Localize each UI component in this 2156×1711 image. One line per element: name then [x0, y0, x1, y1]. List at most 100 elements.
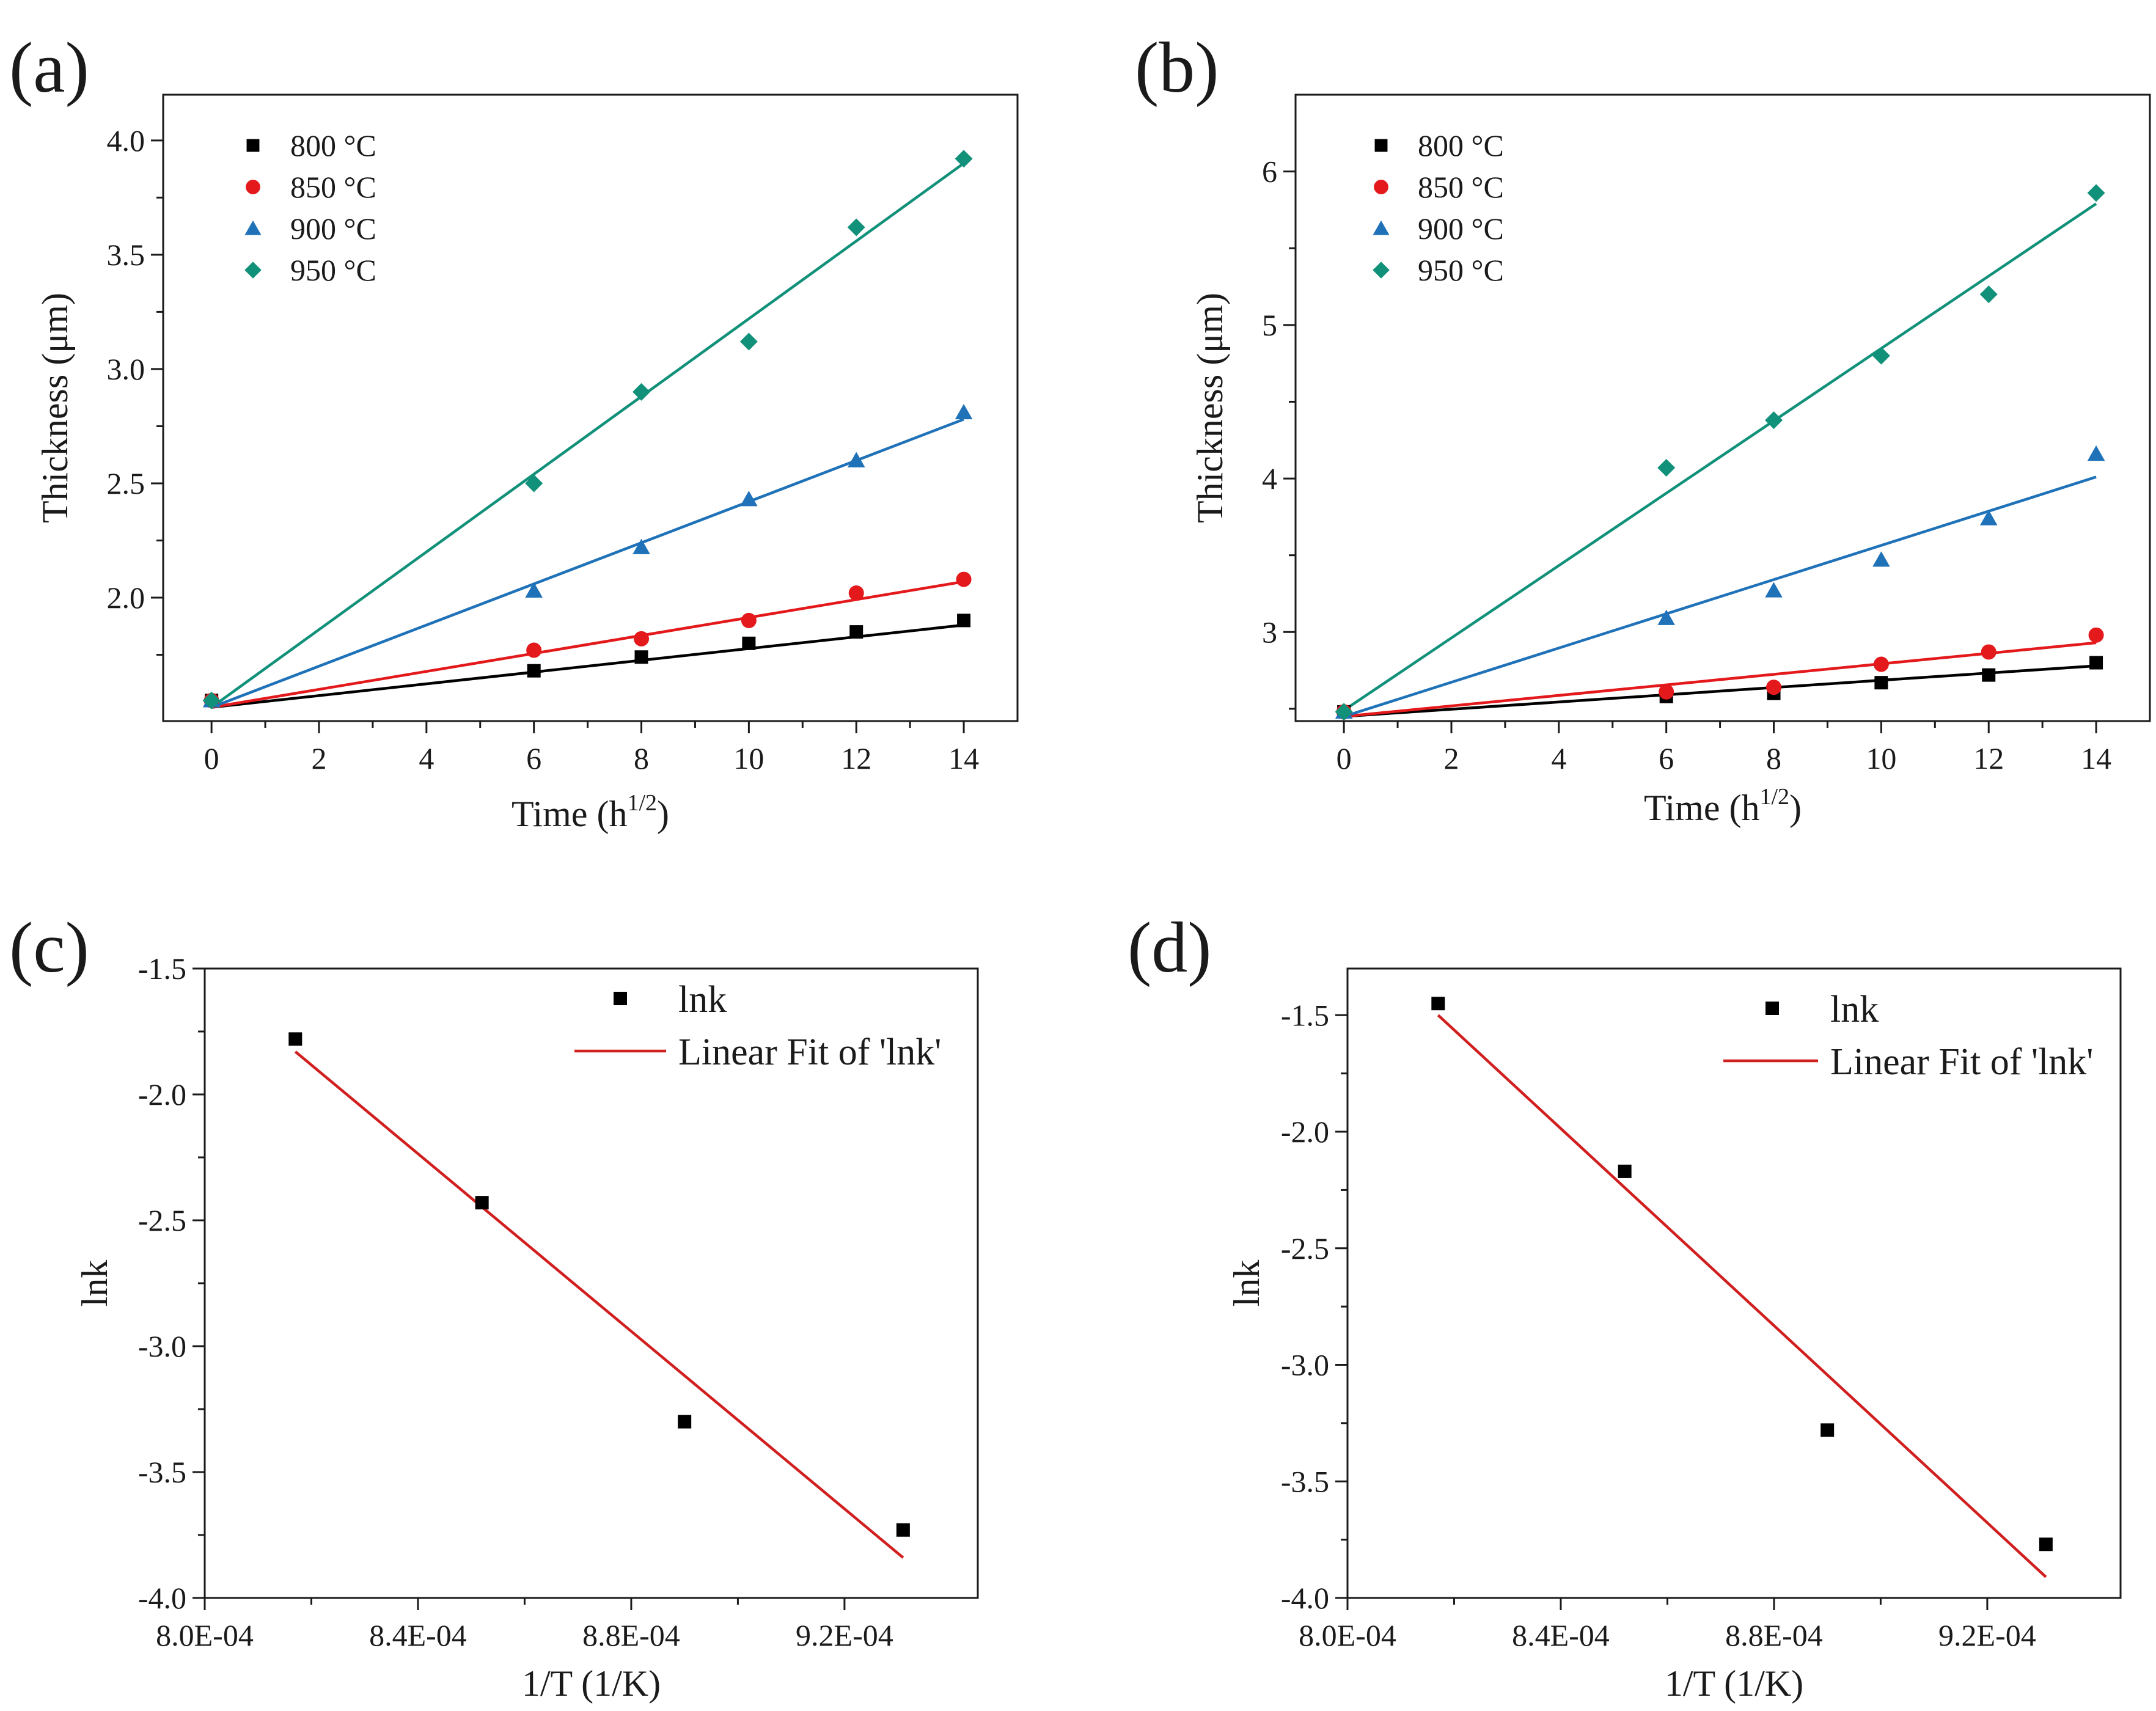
x-tick-label: 8.8E-04 — [1725, 1618, 1823, 1652]
data-point-square — [288, 1032, 302, 1046]
x-tick-label: 8 — [634, 741, 649, 775]
fit-line-lnk — [294, 1050, 904, 1559]
data-point-diamond — [1335, 703, 1353, 721]
legend-marker-diamond — [244, 262, 262, 279]
data-point-triangle — [847, 452, 865, 467]
data-point-square — [1618, 1164, 1632, 1178]
x-tick-label: 10 — [733, 741, 764, 775]
plot-frame — [1346, 967, 2122, 1599]
x-tick-label: 0 — [1336, 741, 1352, 775]
legend-entry-label: 850 °C — [1418, 170, 1504, 204]
data-point-diamond — [525, 474, 543, 493]
fit-line-2 — [211, 418, 964, 709]
data-point-triangle — [1979, 510, 1998, 526]
legend-entry-label: 850 °C — [290, 170, 376, 204]
data-point-square — [475, 1196, 489, 1210]
y-tick-label: 4.0 — [107, 123, 145, 158]
legend-entry-label: Linear Fit of 'lnk' — [1830, 1041, 2093, 1083]
panel-label-c: (c) — [9, 907, 89, 987]
legend-marker-square — [246, 139, 260, 152]
x-tick-label: 2 — [311, 741, 326, 775]
x-tick-label: 8.0E-04 — [156, 1618, 254, 1652]
x-tick-label: 6 — [526, 741, 541, 775]
x-tick-label: 14 — [2081, 741, 2111, 775]
y-tick-label: -1.5 — [138, 951, 186, 986]
legend-marker-diamond — [1373, 262, 1390, 279]
x-tick-label: 0 — [204, 741, 219, 775]
data-point-circle — [1981, 644, 1997, 660]
panel-b: (b) 0 2 4 6 8 10 12 14 3 4 5 6 Time (h1/2) Thickness (… — [1135, 27, 2151, 828]
data-point-square — [634, 650, 648, 664]
legend: lnk Linear Fit of 'lnk' — [1723, 989, 2093, 1083]
data-point-diamond — [202, 691, 221, 709]
x-axis-title-main: Time (h — [512, 794, 628, 834]
legend-marker-square — [614, 992, 627, 1005]
fit-line-3 — [210, 162, 965, 709]
data-point-square — [742, 636, 756, 650]
data-point-square — [1982, 668, 1996, 682]
panel-a: (a) 0 2 4 6 8 10 12 14 2.0 2.5 3.0 3.5 4.0 Time (h1/2)… — [9, 27, 1019, 834]
data-point-triangle — [740, 491, 758, 507]
x-tick-label: 8.0E-04 — [1299, 1618, 1396, 1652]
y-tick-label: 5 — [1262, 308, 1277, 342]
x-tick-label: 10 — [1866, 741, 1896, 775]
data-point-square — [527, 664, 541, 678]
data-point-diamond — [2087, 184, 2105, 202]
x-axis-title-main: 1/T (1/K) — [1665, 1663, 1803, 1704]
panel-label-a: (a) — [9, 27, 89, 108]
data-point-circle — [956, 571, 972, 587]
y-tick-label: 2.0 — [107, 581, 145, 615]
data-point-diamond — [1765, 411, 1783, 430]
fit-line-lnk — [1437, 1014, 2047, 1578]
plot-frame — [162, 93, 1019, 722]
fit-line-1 — [211, 580, 964, 709]
data-point-circle — [741, 612, 757, 628]
data-point-circle — [634, 631, 650, 647]
x-tick-label: 6 — [1659, 741, 1674, 775]
x-tick-label: 8 — [1766, 741, 1781, 775]
x-axis-title-superscript: 1/2 — [1759, 784, 1789, 810]
x-tick-label: 4 — [1551, 741, 1566, 775]
y-tick-label: -2.5 — [1281, 1231, 1329, 1266]
panel-d: (d) 8.0E-04 8.4E-04 8.8E-04 9.2E-04 -4.0 -3.5 -… — [1128, 907, 2122, 1704]
y-tick-label: -4.0 — [1281, 1581, 1329, 1615]
legend-marker-triangle — [1373, 220, 1390, 235]
x-tick-label: 12 — [1973, 741, 2004, 775]
y-tick-label: -2.5 — [138, 1203, 186, 1237]
y-tick-label: -1.5 — [1281, 998, 1329, 1032]
panel-c: (c) 8.0E-04 8.4E-04 8.8E-04 9.2E-04 -4.0 -3.5 -… — [9, 907, 979, 1704]
y-tick-label: -3.0 — [1281, 1348, 1329, 1382]
panel-label-d: (d) — [1128, 907, 1212, 987]
data-point-square — [1874, 676, 1888, 690]
y-tick-label: 6 — [1262, 155, 1277, 189]
plot-frame — [1294, 93, 2151, 722]
data-point-circle — [1766, 680, 1782, 695]
legend-entry-label: lnk — [678, 979, 727, 1020]
x-axis-title: Time (h1/2) — [1644, 784, 1802, 828]
legend-marker-square — [1766, 1002, 1779, 1015]
fit-line-0 — [211, 623, 964, 709]
legend-entry-label: 900 °C — [290, 211, 376, 246]
y-tick-label: -3.5 — [1281, 1464, 1329, 1498]
data-point-square — [896, 1523, 910, 1537]
y-tick-label: -4.0 — [138, 1581, 186, 1615]
data-point-square — [2039, 1537, 2053, 1552]
x-tick-label: 14 — [948, 741, 979, 775]
x-axis-title-main: 1/T (1/K) — [522, 1663, 661, 1704]
data-point-circle — [526, 642, 542, 658]
x-axis-title: 1/T (1/K) — [1665, 1663, 1803, 1704]
data-point-triangle — [1765, 582, 1783, 598]
data-point-diamond — [1657, 458, 1676, 477]
y-axis-title: Thickness (μm) — [35, 293, 75, 523]
legend-entry-label: lnk — [1830, 989, 1879, 1030]
legend-entry-label: 800 °C — [1418, 128, 1504, 163]
x-axis-title-close: ) — [657, 794, 669, 834]
legend-marker-triangle — [244, 220, 262, 235]
x-axis-title: Time (h1/2) — [512, 790, 669, 834]
y-axis-title: Thickness (μm) — [1190, 293, 1230, 523]
legend-marker-square — [1374, 139, 1388, 152]
x-tick-label: 8.4E-04 — [369, 1618, 467, 1652]
data-point-square — [957, 614, 971, 628]
data-point-triangle — [525, 582, 543, 598]
y-tick-label: 3 — [1262, 615, 1277, 649]
